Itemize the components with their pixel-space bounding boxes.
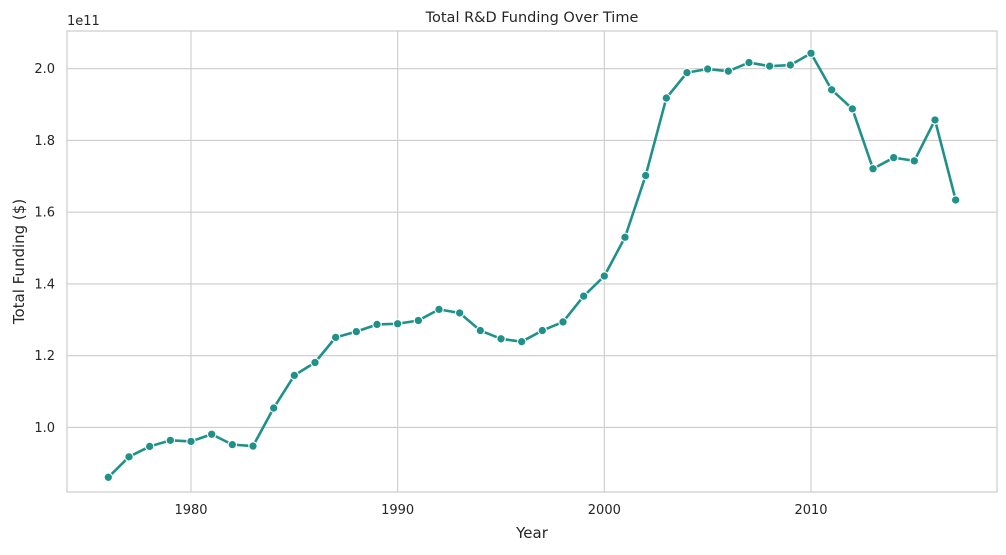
x-axis-label: Year [515, 524, 549, 542]
data-point [124, 452, 134, 462]
data-point [227, 439, 238, 450]
grid-lines [67, 31, 997, 492]
x-tick-label: 1980 [174, 503, 207, 518]
data-point [868, 164, 878, 174]
data-point [578, 291, 589, 301]
data-point [744, 57, 754, 68]
data-point [310, 357, 320, 368]
data-point [351, 326, 362, 337]
data-point [764, 61, 775, 71]
data-point [661, 93, 672, 103]
data-point [785, 60, 796, 70]
data-point [186, 436, 196, 447]
x-tick-label: 2010 [794, 503, 827, 518]
data-point [847, 104, 858, 114]
data-point [330, 332, 341, 343]
y-axis-offset-label: 1e11 [67, 14, 100, 29]
x-tick-label: 2000 [588, 503, 621, 518]
data-point [537, 325, 548, 336]
data-point [702, 64, 713, 74]
y-tick-label: 1.4 [34, 277, 55, 292]
y-tick-label: 1.8 [34, 134, 55, 149]
data-point [434, 304, 444, 315]
series-layer [103, 48, 961, 483]
data-point [682, 67, 692, 78]
data-point [103, 472, 114, 483]
y-tick-label: 1.0 [34, 421, 55, 436]
y-tick-label: 1.2 [34, 349, 55, 364]
data-point [165, 435, 176, 446]
data-point [950, 195, 961, 205]
data-point [496, 334, 506, 344]
data-point [599, 271, 610, 281]
y-axis-label: Total Funding ($) [10, 199, 28, 325]
data-point [909, 156, 920, 166]
data-point [640, 170, 651, 181]
data-point [392, 318, 403, 329]
data-point [806, 48, 816, 58]
y-tick-label: 2.0 [34, 62, 55, 77]
data-point [620, 232, 630, 243]
data-point [289, 370, 300, 381]
plot-area [67, 31, 997, 492]
data-point [888, 152, 899, 163]
data-point [372, 319, 382, 330]
data-point [475, 325, 486, 336]
data-point [144, 441, 155, 452]
data-point [516, 336, 527, 347]
x-tick-label: 1990 [381, 503, 414, 518]
data-point [723, 66, 734, 76]
data-point [930, 115, 940, 125]
plot-border [66, 30, 998, 493]
data-point [206, 429, 217, 439]
data-point [248, 441, 258, 451]
data-point [413, 315, 424, 326]
chart-title: Total R&D Funding Over Time [425, 10, 639, 26]
data-point [558, 317, 568, 327]
y-tick-label: 1.6 [34, 206, 55, 221]
data-point [454, 308, 465, 318]
data-point [826, 85, 837, 95]
plot-frame [66, 30, 998, 493]
y-axis-ticks: 1.0 1.2 1.4 1.6 1.8 2.0 [34, 62, 55, 436]
x-axis-ticks: 1980 1990 2000 2010 [174, 503, 827, 518]
data-point [268, 403, 279, 413]
